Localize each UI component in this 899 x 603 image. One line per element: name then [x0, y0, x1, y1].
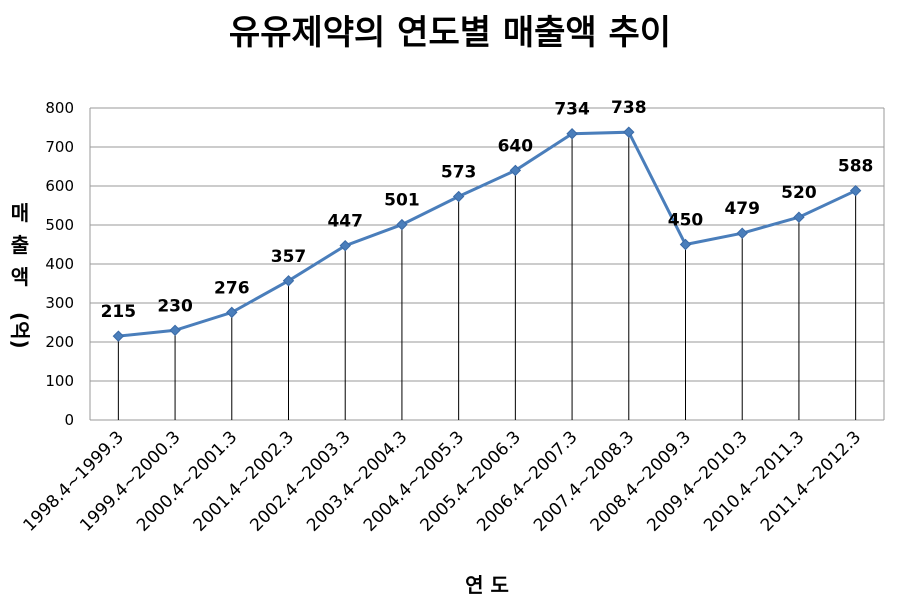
- y-tick-label: 500: [45, 216, 74, 234]
- y-tick-label: 600: [45, 177, 74, 195]
- x-tick-label: 2004.4~2005.3: [360, 427, 468, 535]
- data-label: 276: [214, 278, 250, 298]
- x-tick-label: 2002.4~2003.3: [246, 427, 354, 535]
- y-tick-label: 400: [45, 255, 74, 273]
- chart-title: 유유제약의 연도별 매출액 추이: [229, 13, 671, 53]
- y-axis-title-char: 출: [11, 233, 29, 257]
- x-tick-label: 2011.4~2012.3: [757, 427, 865, 535]
- y-tick-label: 200: [45, 333, 74, 351]
- data-label: 520: [781, 183, 817, 203]
- data-label: 447: [327, 212, 363, 232]
- data-point-marker: [112, 330, 125, 342]
- x-axis-ticks: 1998.4~1999.31999.4~2000.32000.4~2001.32…: [20, 427, 866, 535]
- data-point-marker: [566, 128, 578, 140]
- y-axis-title-char: 매: [11, 201, 29, 225]
- x-tick-label: 2005.4~2006.3: [417, 427, 525, 535]
- y-axis-title: 매출액 (억): [8, 201, 32, 349]
- x-tick-label: 2003.4~2004.3: [303, 427, 411, 535]
- x-tick-label: 2010.4~2011.3: [700, 427, 808, 535]
- y-axis-title-char: 액: [11, 265, 29, 289]
- data-label: 640: [498, 136, 534, 156]
- y-axis-ticks: 0 100 200 300 400 500 600 700 800: [45, 99, 74, 429]
- data-label: 573: [441, 163, 477, 183]
- data-point-marker: [226, 306, 238, 319]
- data-label: 450: [668, 211, 704, 231]
- x-tick-label: 2000.4~2001.3: [133, 427, 241, 535]
- x-tick-label: 2008.4~2009.3: [587, 427, 695, 535]
- series-line: [118, 130, 857, 338]
- data-point-marker: [736, 227, 748, 239]
- data-point-marker: [452, 190, 465, 203]
- data-point-marker: [623, 126, 635, 138]
- x-tick-label: 2007.4~2008.3: [530, 427, 638, 535]
- y-axis-title-unit: (억): [8, 312, 32, 349]
- data-point-marker: [849, 184, 862, 197]
- gridlines: [89, 107, 885, 421]
- data-labels: 215 230 276 357 447 501 573 640 734 738 450 479 520 5…: [101, 98, 874, 322]
- data-point-marker: [169, 324, 181, 337]
- x-tick-label: 1999.4~2000.3: [76, 427, 184, 535]
- x-tick-label: 2006.4~2007.3: [473, 427, 581, 535]
- y-tick-label: 100: [45, 372, 74, 390]
- data-point-marker: [282, 275, 295, 287]
- data-point-marker: [679, 238, 692, 251]
- data-point-marker: [396, 218, 408, 231]
- data-label: 357: [271, 247, 307, 267]
- y-tick-label: 0: [64, 411, 74, 429]
- data-label: 479: [724, 199, 760, 219]
- data-point-marker: [339, 239, 351, 252]
- data-point-marker: [509, 164, 522, 177]
- data-label: 738: [611, 98, 647, 118]
- data-markers: [112, 126, 862, 342]
- x-tick-label: 1998.4~1999.3: [20, 427, 128, 535]
- y-tick-label: 700: [45, 138, 74, 156]
- data-label: 215: [101, 302, 137, 322]
- data-label: 734: [554, 100, 590, 120]
- drop-lines: [117, 132, 857, 420]
- x-tick-label: 2001.4~2002.3: [190, 427, 298, 535]
- data-label: 230: [157, 296, 193, 316]
- data-label: 501: [384, 191, 420, 211]
- x-axis-title: 연 도: [465, 573, 509, 597]
- y-tick-label: 800: [45, 99, 74, 117]
- y-tick-label: 300: [45, 294, 74, 312]
- data-label: 588: [838, 157, 874, 177]
- x-tick-label: 2009.4~2010.3: [643, 427, 751, 535]
- data-point-marker: [793, 211, 805, 223]
- series-line-layer: [118, 130, 857, 338]
